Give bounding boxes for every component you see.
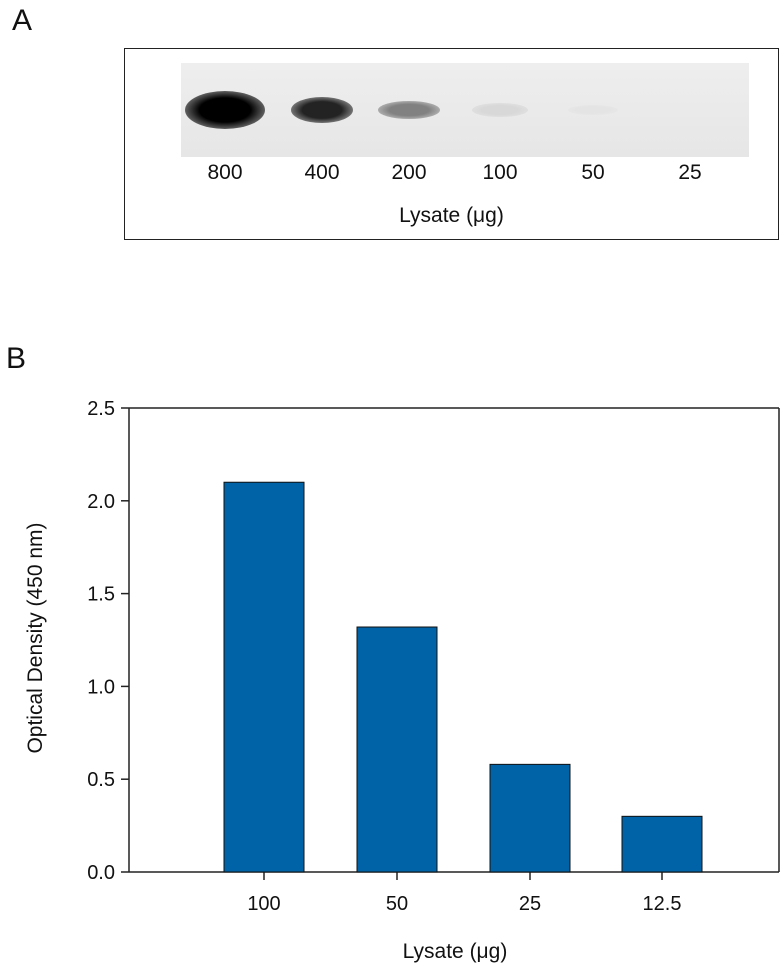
panel-a-label: A <box>12 4 33 37</box>
blot-band <box>185 91 265 129</box>
bar <box>356 626 438 873</box>
bar <box>223 481 305 873</box>
y-tick-label: 1.0 <box>87 676 115 698</box>
bar <box>489 763 571 873</box>
y-tick-label: 1.5 <box>87 584 115 606</box>
y-axis-label: Optical Density (450 nm) <box>24 522 47 753</box>
y-tick-labels: 0.0 0.5 1.0 1.5 2.0 2.5 <box>87 398 115 884</box>
x-tick-label: 25 <box>519 893 541 915</box>
blot-band <box>568 105 618 115</box>
y-tick-label: 2.5 <box>87 398 115 420</box>
blot-x-axis-label: Lysate (μg) <box>399 204 504 227</box>
panel-b-label: B <box>6 342 27 375</box>
chart-axes <box>121 407 780 880</box>
x-tick-label: 12.5 <box>643 893 682 915</box>
blot-band <box>378 101 440 119</box>
western-blot-panel: 800 400 200 100 50 25 Lysate (μg) <box>124 48 779 240</box>
blot-lane-label: 800 <box>207 161 243 184</box>
blot-lane-label: 50 <box>581 161 605 184</box>
blot-lane-label: 100 <box>482 161 518 184</box>
blot-band <box>291 97 353 123</box>
x-tick-labels: 100 50 25 12.5 <box>247 893 681 915</box>
chart-bars <box>223 481 703 873</box>
x-tick-label: 50 <box>386 893 408 915</box>
blot-lane-label: 400 <box>304 161 340 184</box>
blot-image <box>181 63 749 157</box>
bar-chart: 100 50 25 12.5 0.0 0.5 1.0 1.5 2.0 2.5 Lysate (μ… <box>24 398 780 963</box>
y-tick-label: 0.5 <box>87 769 115 791</box>
bar <box>621 815 703 873</box>
blot-lane-label: 200 <box>391 161 427 184</box>
blot-band <box>472 103 528 117</box>
blot-lane-label: 25 <box>678 161 702 184</box>
x-axis-label: Lysate (μg) <box>403 940 508 963</box>
x-tick-label: 100 <box>247 893 280 915</box>
y-tick-label: 2.0 <box>87 491 115 513</box>
y-tick-label: 0.0 <box>87 862 115 884</box>
